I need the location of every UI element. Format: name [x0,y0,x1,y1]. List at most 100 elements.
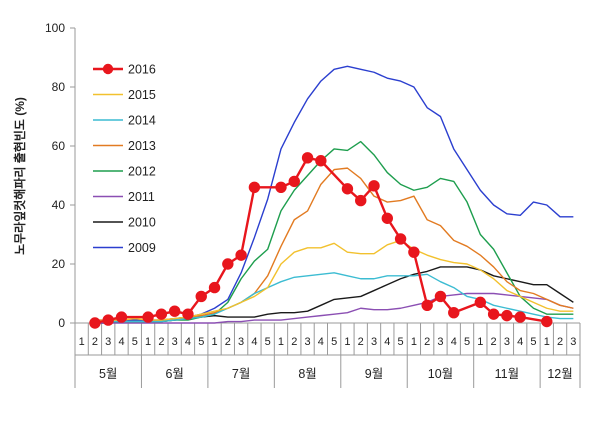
x-tick-label: 2 [358,336,364,348]
x-tick-label: 1 [145,336,151,348]
x-tick-label: 3 [238,336,244,348]
legend-label: 2010 [128,216,156,230]
legend-marker [102,63,114,75]
data-point-2016 [89,317,101,329]
x-tick-label: 4 [517,336,523,348]
x-tick-label: 1 [477,336,483,348]
x-tick-label: 3 [305,336,311,348]
legend-label: 2016 [128,63,156,77]
series-line-2011 [94,292,574,324]
x-tick-label: 3 [570,336,576,348]
x-tick-label: 4 [185,336,191,348]
x-tick-label: 1 [79,336,85,348]
x-tick-label: 4 [118,336,124,348]
legend-item-2011: 2011 [93,190,155,204]
data-point-2016 [514,311,526,323]
legend: 2016 2015 2014 2013 2012 2011 2010 2009 [93,63,156,255]
x-tick-label: 2 [225,336,231,348]
data-point-2016 [448,306,460,319]
data-point-2016 [487,308,500,320]
month-label: 7월 [232,367,250,381]
legend-label: 2014 [128,114,156,128]
data-point-2016 [288,175,300,188]
y-tick-label: 100 [45,21,65,35]
x-tick-label: 5 [398,336,404,348]
month-label: 9월 [365,367,383,381]
legend-label: 2011 [128,190,155,204]
y-tick-label: 40 [52,198,66,212]
x-tick-label: 2 [158,336,164,348]
data-point-2016 [355,194,367,207]
x-tick-label: 2 [491,336,497,348]
legend-item-2010: 2010 [93,216,156,230]
series-2014 [94,272,574,323]
x-tick-label: 5 [464,336,470,348]
y-tick-label: 20 [52,257,66,271]
series-2009 [94,65,574,323]
legend-item-2009: 2009 [93,241,156,255]
data-point-2016 [368,180,380,192]
data-point-2016 [208,281,221,294]
x-tick-label: 1 [278,336,284,348]
data-point-2016 [168,305,181,317]
x-tick-label: 4 [318,336,324,348]
x-tick-label: 3 [172,336,178,348]
data-point-2016 [102,314,114,326]
y-axis: 0 20 40 60 80 100 [45,21,76,330]
data-point-2016 [421,299,433,311]
series-line-2014 [94,272,574,323]
data-point-2016 [474,296,487,309]
month-label: 11월 [495,367,519,381]
x-tick-label: 1 [544,336,550,348]
data-point-2016 [301,152,314,164]
month-label: 8월 [298,367,316,381]
month-label: 10월 [428,367,453,381]
legend-item-2012: 2012 [93,165,156,179]
x-axis: 1 2 3 4 5 1 2 3 4 5 1 2 3 4 5 1 2 3 4 5 1 2 3 4 5 1 2 3 4 5 1 2 3 4 5 1 2 35월… [74,322,581,388]
y-tick-label: 80 [52,80,66,94]
x-tick-label: 4 [451,336,457,348]
y-axis-title: 노무라잎컷해파리 출현빈도 (%) [12,97,27,255]
x-tick-label: 5 [331,336,337,348]
y-tick-label: 60 [52,139,66,153]
y-axis-title-group: 노무라잎컷해파리 출현빈도 (%) [12,97,27,255]
series-line-2015 [94,239,574,323]
data-point-2016 [248,181,261,194]
x-tick-label: 2 [291,336,297,348]
data-point-2016 [501,309,513,322]
data-point-2016 [182,308,194,320]
x-tick-label: 2 [92,336,98,348]
month-label: 12월 [547,367,572,381]
x-tick-label: 5 [530,336,536,348]
data-point-2016 [235,249,247,261]
data-point-2016 [434,290,447,303]
data-point-2016 [115,311,128,323]
data-point-2016 [222,258,234,270]
x-tick-label: 5 [198,336,204,348]
x-tick-label: 5 [132,336,138,348]
series-2015 [94,239,574,323]
legend-label: 2009 [128,241,156,255]
legend-label: 2013 [128,139,156,153]
x-tick-label: 1 [411,336,417,348]
x-tick-label: 3 [371,336,377,348]
data-point-2016 [142,311,154,323]
x-tick-label: 1 [344,336,350,348]
legend-item-2015: 2015 [93,88,156,102]
month-label: 5월 [99,367,117,381]
x-tick-label: 3 [437,336,443,348]
legend-item-2014: 2014 [93,114,156,128]
x-tick-label: 2 [557,336,563,348]
legend-label: 2015 [128,88,156,102]
data-point-2016 [408,246,420,258]
legend-item-2013: 2013 [93,139,156,153]
data-point-2016 [315,155,327,167]
legend-label: 2012 [128,165,156,179]
month-label: 6월 [165,367,183,381]
series-2011 [94,292,574,324]
data-point-2016 [275,181,287,194]
x-tick-label: 2 [424,336,430,348]
data-point-2016 [394,233,407,245]
x-tick-label: 3 [504,336,510,348]
